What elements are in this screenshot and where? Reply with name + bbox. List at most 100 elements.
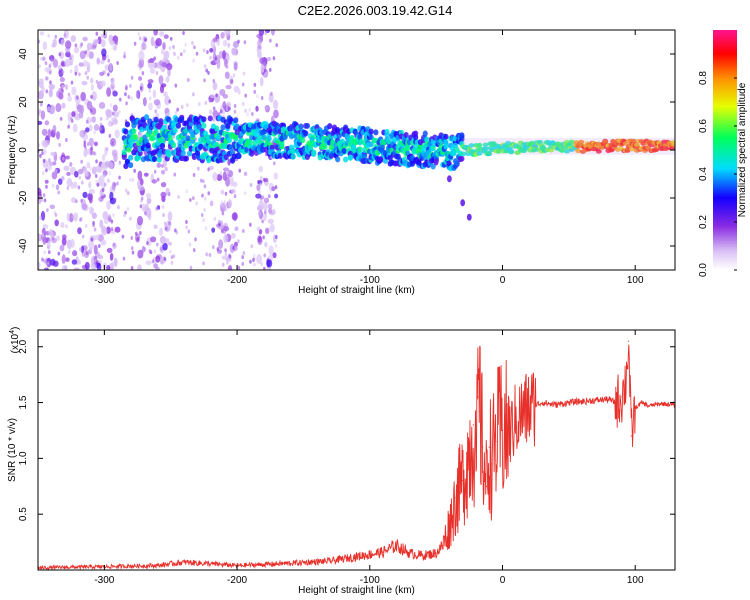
- noise-blob: [212, 82, 218, 91]
- noise-blob: [38, 78, 45, 83]
- colorbar-cell: [713, 200, 737, 203]
- noise-blob: [140, 178, 144, 186]
- noise-blob: [39, 153, 42, 158]
- noise-blob: [160, 191, 167, 198]
- noise-blob: [74, 170, 79, 178]
- noise-blob: [141, 70, 145, 75]
- noise-blob: [263, 253, 266, 258]
- noise-blob: [130, 96, 133, 101]
- noise-blob: [153, 99, 161, 106]
- noise-blob: [155, 266, 160, 270]
- colorbar-cell: [713, 104, 737, 107]
- noise-blob: [102, 211, 109, 221]
- noise-blob: [65, 224, 68, 229]
- noise-blob: [224, 248, 227, 253]
- noise-blob: [143, 247, 147, 252]
- noise-blob: [108, 133, 112, 138]
- band-blob: [132, 133, 139, 140]
- noise-blob: [214, 56, 218, 61]
- noise-blob: [57, 251, 61, 256]
- noise-blob: [275, 235, 278, 240]
- noise-blob: [233, 241, 238, 247]
- noise-blob: [207, 191, 211, 196]
- noise-blob: [189, 197, 192, 202]
- noise-blob: [61, 264, 68, 270]
- noise-blob: [105, 147, 109, 152]
- noise-blob: [112, 104, 118, 112]
- noise-blob: [259, 57, 265, 64]
- noise-blob: [110, 227, 114, 232]
- noise-blob: [230, 79, 234, 84]
- colorbar-cell: [713, 188, 737, 191]
- noise-blob: [111, 141, 114, 146]
- noise-blob: [219, 88, 226, 96]
- colorbar-cell: [713, 248, 737, 251]
- band-blob: [194, 150, 201, 157]
- noise-blob: [52, 125, 57, 134]
- noise-blob: [147, 59, 151, 64]
- snr-point: [630, 435, 632, 437]
- noise-blob: [256, 226, 261, 231]
- noise-blob: [118, 109, 121, 114]
- noise-blob: [225, 176, 231, 187]
- noise-blob: [192, 58, 195, 63]
- noise-blob: [54, 34, 58, 39]
- noise-blob: [63, 165, 70, 171]
- noise-blob: [216, 38, 220, 46]
- colorbar-cell: [713, 34, 737, 37]
- noise-blob: [112, 90, 118, 97]
- noise-blob: [106, 54, 109, 59]
- snr-point: [329, 560, 331, 562]
- noise-blob: [205, 252, 208, 257]
- band-blob: [669, 145, 675, 151]
- band-blob: [653, 147, 660, 152]
- noise-blob: [262, 235, 265, 240]
- noise-blob: [256, 48, 259, 53]
- colorbar-cell: [713, 158, 737, 161]
- noise-blob: [140, 46, 144, 51]
- noise-blob: [231, 47, 236, 55]
- noise-blob: [271, 208, 276, 215]
- noise-blob: [163, 34, 169, 39]
- noise-blob: [150, 236, 157, 243]
- noise-blob: [177, 195, 180, 200]
- noise-blob: [160, 48, 165, 55]
- noise-blob: [192, 248, 196, 253]
- noise-blob: [163, 256, 167, 261]
- colorbar-cell: [713, 168, 737, 171]
- x-tick-label: 100: [627, 575, 644, 586]
- colorbar-cell: [713, 56, 737, 59]
- noise-blob: [101, 195, 104, 200]
- noise-blob: [42, 158, 46, 163]
- x-tick-label: -300: [94, 575, 114, 586]
- noise-blob: [271, 186, 276, 192]
- noise-blob: [158, 227, 164, 236]
- colorbar-cell: [713, 176, 737, 179]
- snr-point: [634, 407, 636, 409]
- noise-blob: [48, 70, 52, 75]
- noise-blob: [264, 210, 267, 215]
- band-blob: [123, 128, 129, 135]
- noise-blob: [170, 255, 174, 260]
- noise-blob: [153, 30, 158, 36]
- band-blob: [198, 143, 204, 150]
- colorbar-cell: [713, 226, 737, 229]
- snr-point: [455, 496, 457, 499]
- noise-blob: [58, 52, 62, 57]
- noise-blob: [161, 205, 165, 210]
- noise-blob: [99, 127, 102, 132]
- x-axis-label: Height of straight line (km): [298, 585, 415, 596]
- noise-blob: [78, 175, 82, 180]
- noise-blob: [219, 109, 223, 114]
- noise-blob: [49, 62, 52, 67]
- colorbar-cell: [713, 256, 737, 259]
- colorbar-cell: [713, 62, 737, 65]
- noise-blob: [98, 254, 104, 260]
- noise-blob: [41, 151, 44, 156]
- noise-blob: [131, 250, 135, 255]
- noise-blob: [212, 117, 216, 122]
- colorbar-cell: [713, 156, 737, 159]
- band-blob: [430, 163, 436, 170]
- noise-blob: [43, 250, 46, 255]
- colorbar-cell: [713, 90, 737, 93]
